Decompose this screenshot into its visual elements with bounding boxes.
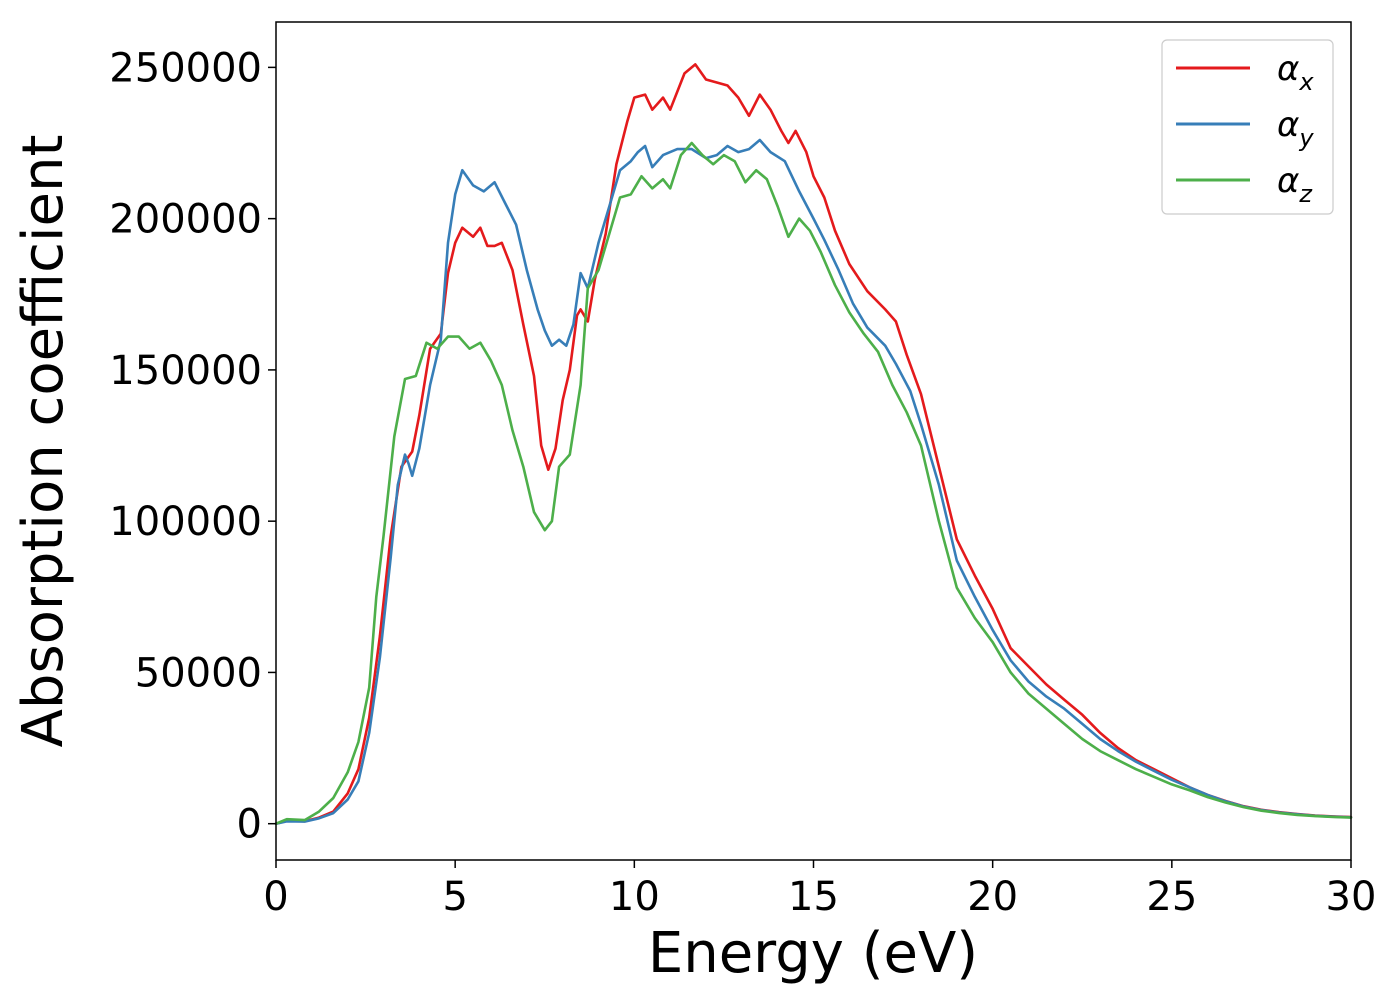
- x-tick-label: 10: [609, 874, 660, 920]
- y-tick-label: 50000: [135, 650, 262, 696]
- x-axis-ticks: 0 5 10 15 20 25 30: [263, 860, 1376, 920]
- y-tick-label: 0: [237, 802, 262, 848]
- y-axis-ticks: 0 50000 100000 150000 200000 250000: [109, 45, 276, 848]
- y-tick-label: 100000: [109, 499, 262, 545]
- x-tick-label: 30: [1326, 874, 1377, 920]
- x-tick-label: 0: [263, 874, 288, 920]
- legend-subscript: x: [1298, 68, 1314, 96]
- x-tick-label: 25: [1146, 874, 1197, 920]
- legend-subscript: y: [1298, 124, 1314, 152]
- legend-label-y: αy: [1277, 105, 1314, 152]
- y-axis-title: Absorption coefficient: [11, 135, 76, 748]
- x-axis-title: Energy (eV): [648, 921, 978, 986]
- series-line-y: [274, 138, 1353, 825]
- series-line-z: [274, 141, 1353, 825]
- x-tick-label: 20: [967, 874, 1018, 920]
- legend-label-x: αx: [1277, 49, 1314, 96]
- x-tick-label: 5: [442, 874, 467, 920]
- legend-subscript: z: [1298, 180, 1313, 208]
- series-line-x: [274, 63, 1353, 825]
- series-layer: [274, 63, 1353, 825]
- y-tick-label: 250000: [109, 45, 262, 91]
- legend-box: [1161, 39, 1334, 215]
- y-tick-label: 150000: [109, 348, 262, 394]
- legend-symbol: α: [1277, 161, 1299, 201]
- legend-symbol: α: [1277, 49, 1299, 89]
- legend-label-z: αz: [1277, 161, 1313, 208]
- legend-symbol: α: [1277, 105, 1299, 145]
- y-tick-label: 200000: [109, 197, 262, 243]
- x-tick-label: 15: [788, 874, 839, 920]
